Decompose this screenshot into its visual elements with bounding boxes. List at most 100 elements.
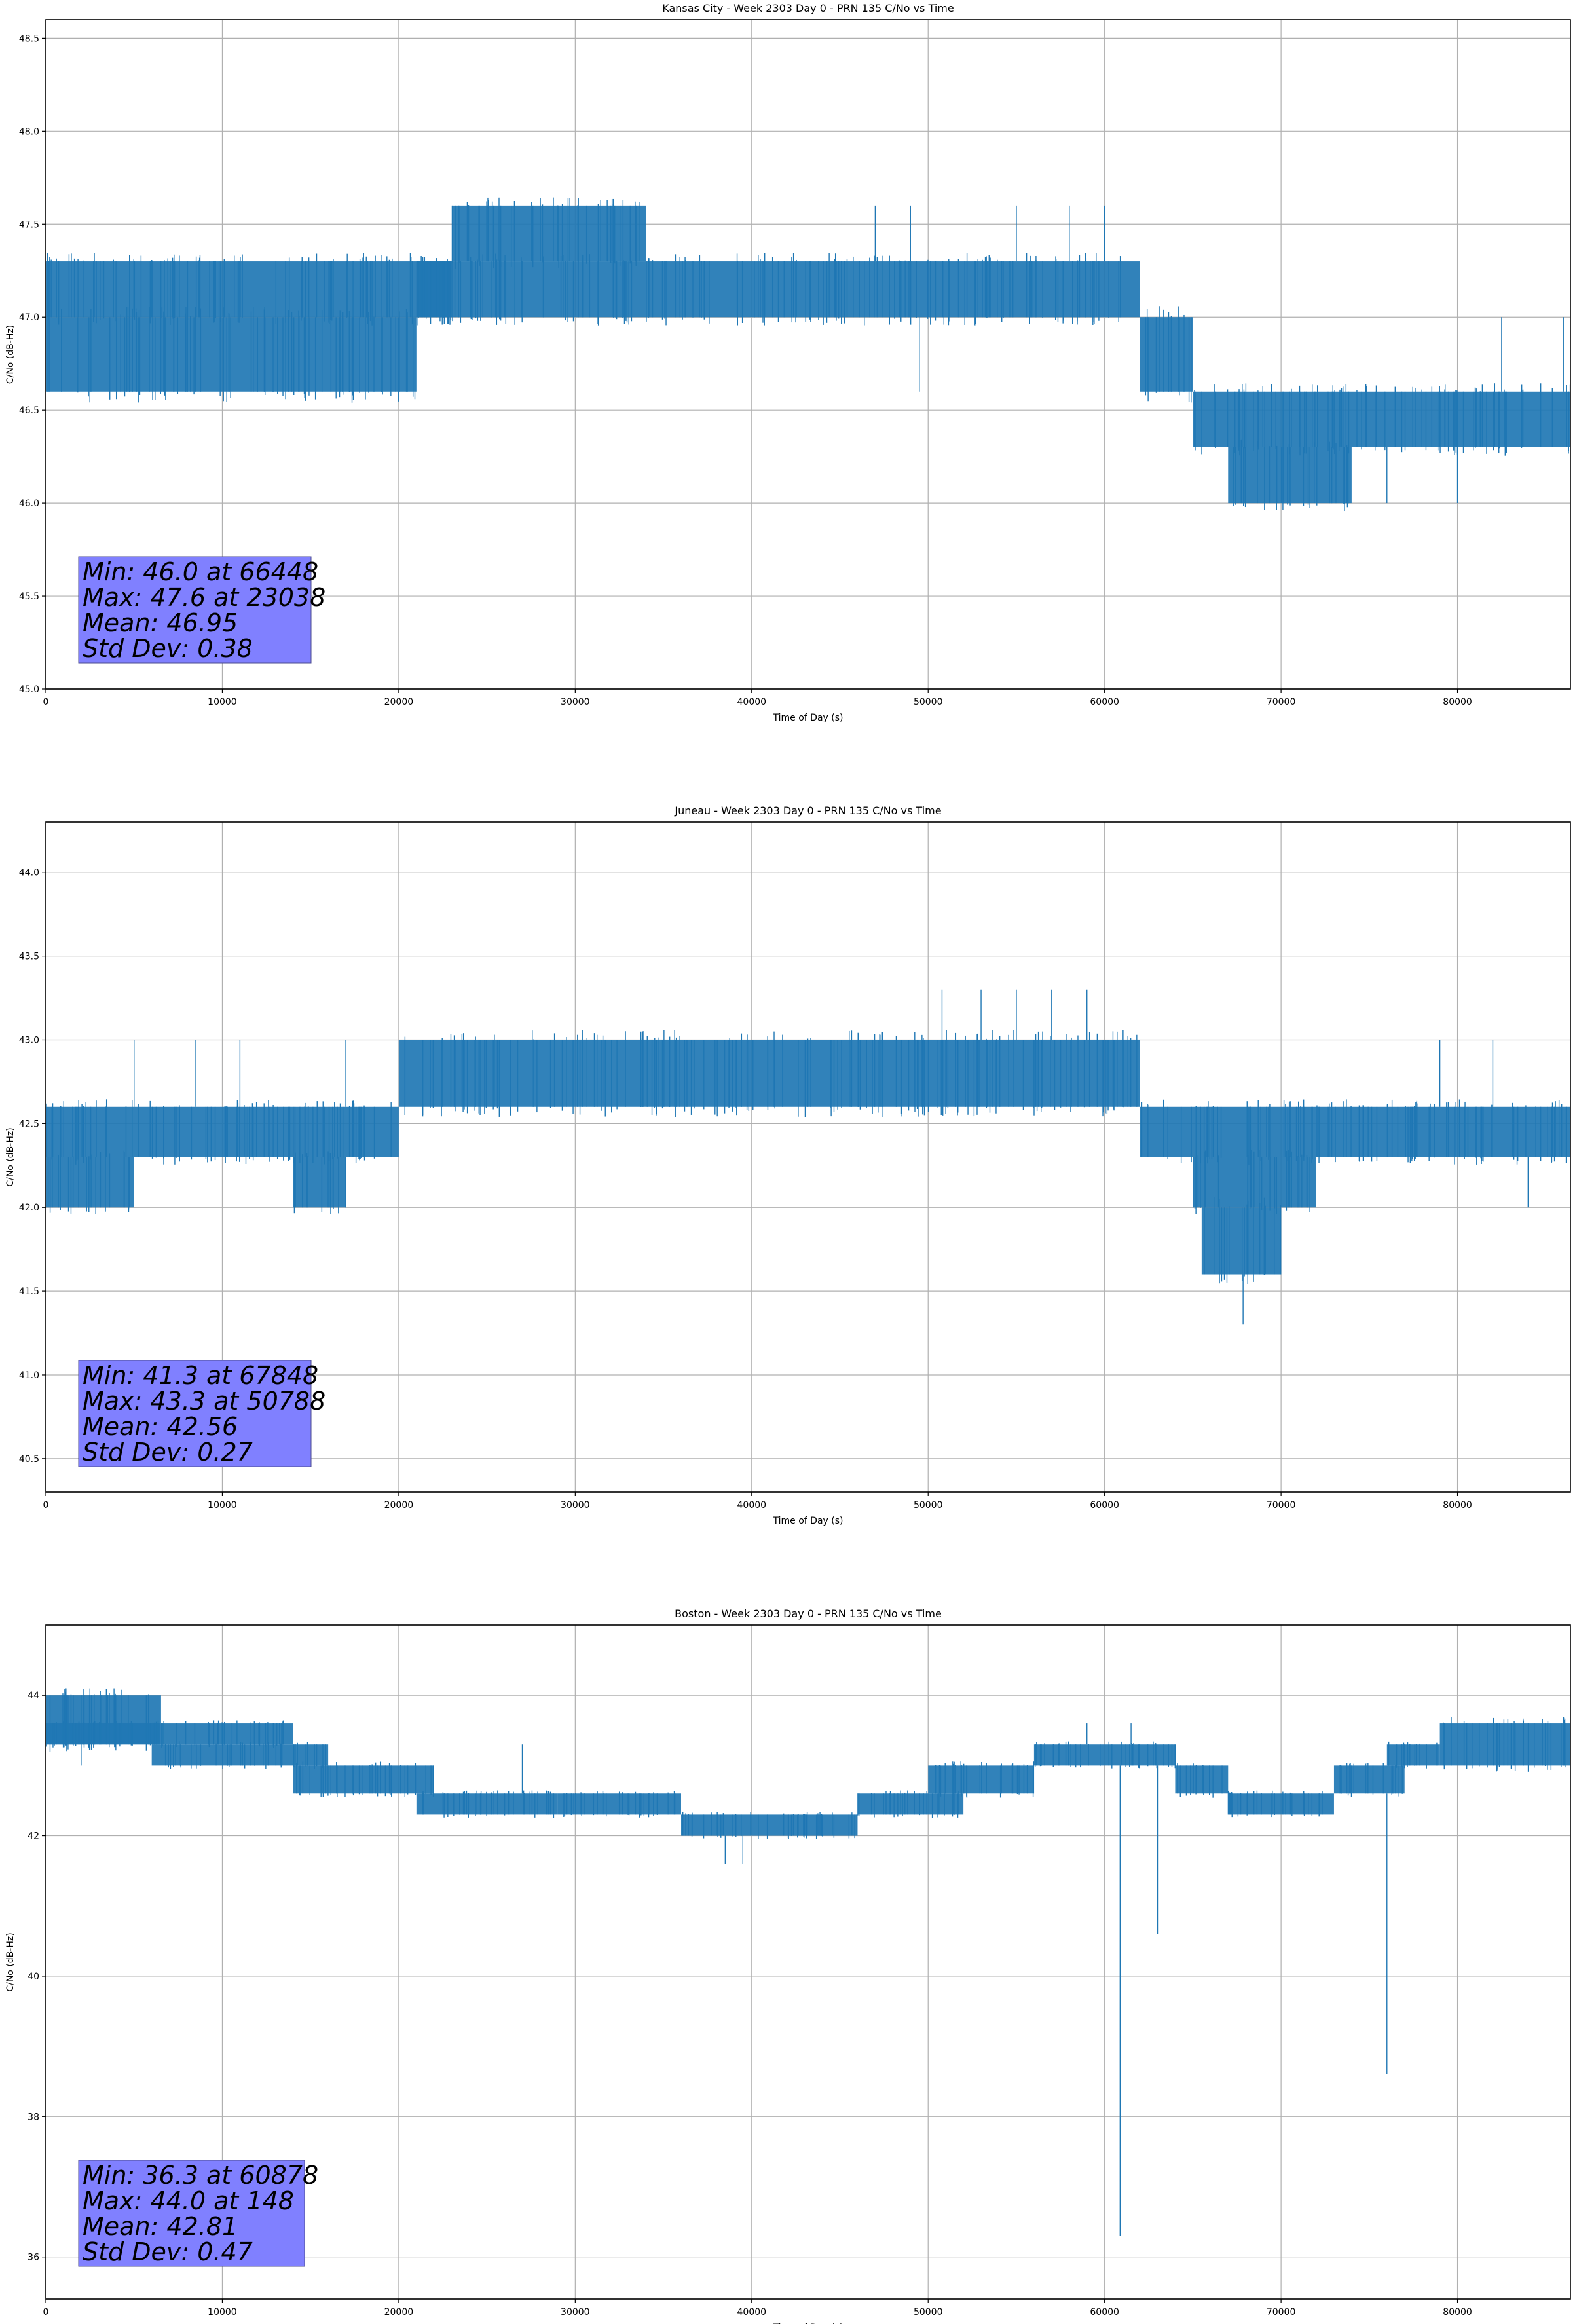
x-tick-label: 0	[43, 697, 49, 707]
x-tick-label: 20000	[384, 697, 414, 707]
series-band	[293, 1765, 434, 1794]
series-band	[1175, 1765, 1229, 1794]
series	[46, 989, 1570, 1325]
x-tick-label: 10000	[208, 697, 237, 707]
x-tick-label: 40000	[737, 1500, 767, 1510]
chart-panel: 0 10000 20000 30000 40000 50000 60000 70000 8000…	[5, 804, 1571, 1526]
y-tick-label: 40.5	[19, 1454, 39, 1465]
y-tick-label: 45.5	[19, 591, 39, 602]
plot-frame	[45, 1624, 1571, 2300]
y-tick-label: 42.5	[19, 1119, 39, 1129]
chart-title: Kansas City - Week 2303 Day 0 - PRN 135 …	[662, 2, 954, 14]
y-tick-label: 36	[28, 2253, 39, 2263]
stats-line: Std Dev: 0.38	[83, 634, 253, 663]
y-tick-label: 46.5	[19, 405, 39, 416]
y-tick-label: 41.5	[19, 1286, 39, 1297]
series-band	[46, 261, 452, 318]
x-tick-label: 70000	[1267, 2307, 1296, 2317]
stats-line: Min: 46.0 at 66448	[83, 557, 318, 586]
stats-line: Min: 36.3 at 60878	[83, 2161, 318, 2190]
x-tick-label: 80000	[1443, 2307, 1472, 2317]
series-band	[1439, 1723, 1570, 1766]
series-band	[46, 1157, 134, 1208]
x-tick-label: 50000	[914, 2307, 943, 2317]
plot-frame	[45, 821, 1571, 1493]
x-tick-label: 50000	[914, 1500, 943, 1510]
stats-line: Mean: 46.95	[83, 609, 238, 637]
stats-box	[78, 2160, 305, 2267]
x-tick-label: 50000	[914, 697, 943, 707]
series-band	[46, 317, 417, 392]
y-tick-label: 38	[28, 2112, 39, 2122]
series-band	[293, 1157, 346, 1208]
stats-line: Mean: 42.81	[83, 2212, 238, 2241]
x-tick-label: 0	[43, 1500, 49, 1510]
y-tick-label: 42.0	[19, 1203, 39, 1213]
x-tick-label: 20000	[384, 2307, 414, 2317]
stats-line: Min: 41.3 at 67848	[83, 1361, 318, 1390]
y-tick-label: 48.5	[19, 33, 39, 44]
series-band	[451, 205, 646, 262]
x-tick-label: 60000	[1090, 697, 1119, 707]
x-tick-label: 30000	[561, 697, 590, 707]
series-band	[46, 1723, 293, 1745]
series-band	[857, 1793, 964, 1815]
series	[46, 197, 1570, 512]
x-tick-label: 70000	[1267, 697, 1296, 707]
x-tick-label: 20000	[384, 1500, 414, 1510]
x-tick-label: 10000	[208, 2307, 237, 2317]
chart-title: Juneau - Week 2303 Day 0 - PRN 135 C/No …	[674, 804, 941, 817]
series-band	[1386, 1744, 1440, 1766]
y-tick-label: 48.0	[19, 126, 39, 137]
x-tick-label: 10000	[208, 1500, 237, 1510]
y-tick-label: 43.0	[19, 1035, 39, 1045]
chart-title: Boston - Week 2303 Day 0 - PRN 135 C/No …	[675, 1607, 942, 1620]
chart-panel: 0 10000 20000 30000 40000 50000 60000 70000 8000…	[5, 2, 1571, 723]
series-band	[1333, 1765, 1405, 1794]
x-tick-label: 60000	[1090, 1500, 1119, 1510]
x-tick-label: 0	[43, 2307, 49, 2317]
stats-line: Max: 43.3 at 50788	[83, 1387, 325, 1415]
y-tick-label: 44	[28, 1691, 39, 1701]
y-axis-label: C/No (dB-Hz)	[5, 1127, 16, 1186]
x-axis-label: Time of Day (s)	[773, 1516, 844, 1526]
plot-frame	[45, 19, 1571, 690]
stats-line: Max: 47.6 at 23038	[83, 583, 325, 612]
x-tick-label: 40000	[737, 697, 767, 707]
series-band	[46, 1106, 399, 1157]
y-axis-label: C/No (dB-Hz)	[5, 1932, 16, 1991]
series	[46, 1688, 1570, 2236]
y-axis-label: C/No (dB-Hz)	[5, 325, 16, 384]
x-axis-label: Time of Day (s)	[773, 2323, 844, 2324]
series-band	[681, 1814, 858, 1836]
stats-line: Mean: 42.56	[83, 1412, 238, 1441]
y-tick-label: 47.5	[19, 219, 39, 230]
stats-box	[78, 556, 312, 664]
x-tick-label: 30000	[561, 2307, 590, 2317]
series-band	[1033, 1744, 1176, 1766]
y-tick-label: 44.0	[19, 868, 39, 878]
series-band	[1193, 391, 1570, 447]
y-tick-label: 47.0	[19, 312, 39, 323]
x-tick-label: 60000	[1090, 2307, 1119, 2317]
stats-line: Std Dev: 0.27	[83, 1438, 253, 1467]
series-band	[1193, 1157, 1316, 1208]
stats-line: Std Dev: 0.47	[83, 2238, 253, 2266]
series-band	[151, 1744, 329, 1766]
series-band	[928, 1765, 1034, 1794]
x-axis-label: Time of Day (s)	[773, 713, 844, 723]
y-tick-label: 46.0	[19, 498, 39, 509]
y-tick-label: 41.0	[19, 1370, 39, 1381]
chart-panel: 0 10000 20000 30000 40000 50000 60000 70000 8000…	[5, 1607, 1571, 2324]
stats-line: Max: 44.0 at 148	[83, 2186, 294, 2215]
series-band	[398, 1040, 1140, 1107]
stats-box	[78, 1360, 312, 1467]
x-tick-label: 40000	[737, 2307, 767, 2317]
y-tick-label: 42	[28, 1831, 39, 1842]
x-tick-label: 70000	[1267, 1500, 1296, 1510]
series-band	[1201, 1207, 1282, 1275]
y-tick-label: 45.0	[19, 684, 39, 695]
x-tick-label: 30000	[561, 1500, 590, 1510]
x-tick-label: 80000	[1443, 1500, 1472, 1510]
